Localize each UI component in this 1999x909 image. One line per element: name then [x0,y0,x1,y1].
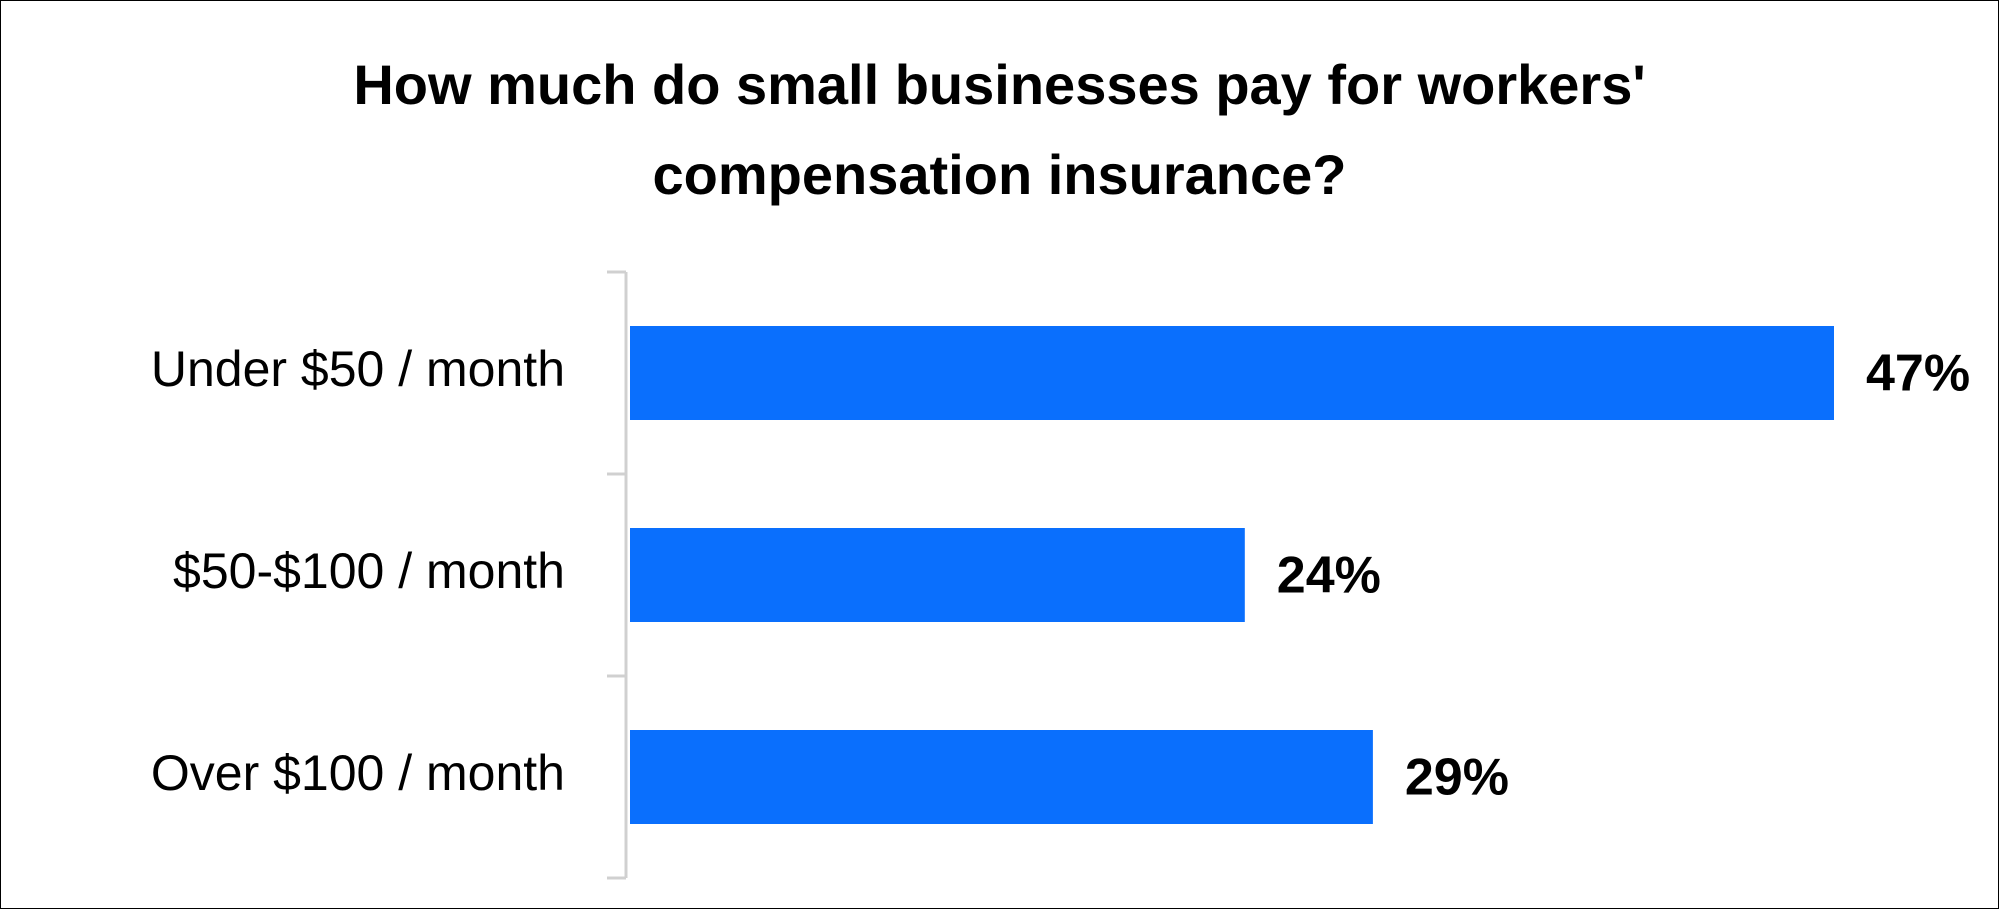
value-label: 47% [1866,345,1970,403]
bar [630,730,1373,824]
value-label: 29% [1405,749,1509,807]
bar [630,528,1245,622]
chart-title: How much do small businesses pay for wor… [353,53,1646,206]
category-label: $50-$100 / month [173,543,565,599]
category-label: Under $50 / month [151,341,565,397]
category-label: Over $100 / month [151,745,565,801]
bar [630,326,1834,420]
value-label: 24% [1277,547,1381,605]
